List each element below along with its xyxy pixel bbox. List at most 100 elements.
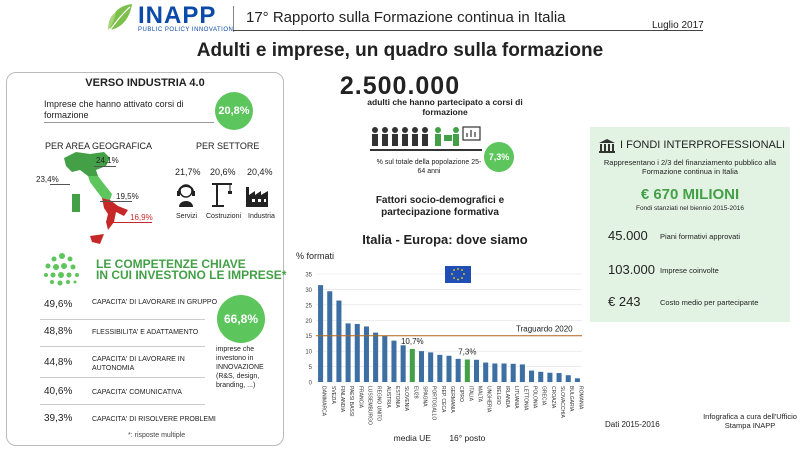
competenza-label: CAPACITA' COMUNICATIVA	[92, 389, 182, 396]
chart-title: Italia - Europa: dove siamo	[362, 232, 528, 247]
kpi-label: Piani formativi approvati	[660, 232, 741, 241]
industria-heading: VERSO INDUSTRIA 4.0	[85, 77, 205, 89]
kpi-value: 103.000	[608, 262, 655, 277]
competenza-label: CAPACITA' DI LAVORARE IN GRUPPO	[92, 299, 218, 306]
footer-credit: Infografica a cura dell'Ufficio Stampa I…	[703, 412, 797, 430]
fondi-heading: I FONDI INTERPROFESSIONALI	[620, 139, 786, 151]
institution-icon	[599, 139, 615, 153]
y-tick-label: 10	[305, 350, 312, 356]
x-tick-label: PORTOGALLO	[431, 386, 437, 420]
italy-map-icon	[64, 152, 128, 244]
y-tick-label: 5	[309, 365, 313, 371]
kpi-label: Imprese coinvolte	[660, 266, 719, 275]
bar-cipro	[455, 358, 461, 382]
competenza-label: CAPACITA' DI RISOLVERE PROBLEMI	[92, 416, 216, 423]
footer-dati: Dati 2015-2016	[605, 420, 660, 429]
eu-flag-icon	[445, 266, 471, 283]
bar-romania	[574, 378, 580, 382]
x-tick-label: ROMANIA	[577, 386, 583, 410]
x-tick-label: POLONIA	[532, 386, 538, 409]
factors-title: Fattori socio-demografici e partecipazio…	[375, 195, 505, 218]
logo-subtitle: PUBLIC POLICY INNOVATION	[138, 27, 234, 33]
competenza-pct: 49,6%	[44, 299, 73, 310]
header-divider	[233, 6, 234, 32]
industria-pct-badge: 20,8%	[215, 92, 253, 130]
bar-francia	[354, 323, 360, 382]
target-label: Traguardo 2020	[516, 325, 573, 334]
population-caption: % sul totale della popolazione 25-64 ann…	[376, 159, 482, 175]
bar-germania	[446, 355, 452, 382]
area-pct-sud: 16,9%	[130, 213, 153, 222]
sector-label-costruzioni: Costruzioni	[206, 213, 242, 220]
row-divider	[40, 319, 205, 320]
x-tick-label: SLOVENIA	[403, 386, 409, 412]
bar-polonia	[529, 370, 535, 382]
map-leader-line	[110, 222, 152, 223]
report-date: Luglio 2017	[652, 20, 704, 31]
competenza-label: FLESSIBILITA' E ADATTAMENTO	[92, 329, 199, 336]
x-tick-label: SVEZIA	[330, 386, 336, 404]
x-tick-label: REGNO UNITO	[376, 386, 382, 421]
bar-bulgaria	[565, 375, 571, 382]
header-rule	[233, 30, 703, 31]
fondi-amount-caption: Fondi stanziati nel biennio 2015-2016	[635, 205, 745, 212]
industria-text: Imprese che hanno attivato corsi di form…	[44, 99, 184, 120]
kpi-label: Costo medio per partecipante	[660, 298, 759, 307]
y-tick-label: 15	[305, 334, 312, 340]
x-tick-label: ESTONIA	[394, 386, 400, 409]
people-group-icon	[370, 126, 482, 151]
footnote: *: risposte multiple	[128, 432, 186, 439]
row-divider	[40, 346, 205, 347]
x-tick-label: REP. CECA	[440, 386, 446, 413]
x-tick-label: FRANCIA	[357, 386, 363, 409]
y-tick-label: 35	[305, 273, 312, 279]
x-tick-label: BULGARIA	[568, 386, 574, 412]
fondi-subtitle: Rappresentano i 2/3 del finanziamento pu…	[603, 158, 777, 176]
bar-croazia	[547, 372, 553, 382]
x-tick-label: BELGIO	[495, 386, 501, 405]
y-tick-label: 30	[305, 288, 312, 294]
area-pct-nord-est: 24,1%	[96, 156, 119, 165]
headset-icon	[177, 184, 195, 207]
x-tick-label: AUSTRIA	[385, 386, 391, 408]
report-title: 17° Rapporto sulla Formazione continua i…	[246, 9, 566, 26]
x-tick-label: LUSSEMBURGO	[366, 386, 372, 425]
x-tick-label: ITALIA	[467, 386, 473, 402]
bar-svezia	[327, 291, 333, 382]
annotation-caption: 16° posto	[449, 433, 485, 443]
competenza-label: CAPACITA' DI LAVORARE IN AUTONOMIA	[92, 356, 185, 372]
annotation-caption: media UE	[394, 433, 432, 443]
bar-lettonia	[519, 364, 525, 382]
crane-icon	[212, 183, 232, 207]
bar-belgio	[492, 363, 498, 382]
y-tick-label: 0	[309, 381, 313, 387]
fondi-amount: € 670 MILIONI	[640, 186, 740, 203]
sector-pct-costruzioni: 20,6%	[210, 167, 236, 177]
population-pct-badge: 7,3%	[484, 142, 514, 172]
x-tick-label: LITUANIA	[513, 386, 519, 409]
x-tick-label: IRLANDA	[504, 386, 510, 408]
factory-icon	[246, 187, 268, 207]
bar-danimarca	[318, 285, 324, 382]
adulti-label: adulti che hanno partecipato a corsi di …	[367, 97, 523, 117]
x-tick-label: PAESI BASSI	[348, 386, 354, 416]
sector-label-servizi: Servizi	[176, 213, 198, 220]
competenza-pct: 40,6%	[44, 386, 73, 397]
area-pct-nord-ovest: 23,4%	[36, 175, 59, 184]
settore-label: PER SETTORE	[196, 141, 260, 151]
bar-estonia	[391, 340, 397, 382]
industria-panel	[6, 72, 284, 446]
row-divider	[40, 404, 205, 405]
kpi-value: € 243	[608, 294, 641, 309]
bar-ungheria	[483, 362, 489, 382]
x-tick-label: GRECIA	[541, 386, 547, 406]
kpi-value: 45.000	[608, 228, 648, 243]
dots-cluster-icon	[44, 253, 79, 286]
bar-malta	[473, 359, 480, 382]
bar-eu28	[409, 348, 415, 382]
bar-finlandia	[336, 300, 342, 382]
bar-italia	[464, 359, 470, 382]
bar-rep-ceca	[437, 354, 443, 382]
x-tick-label: LETTONIA	[522, 386, 528, 411]
